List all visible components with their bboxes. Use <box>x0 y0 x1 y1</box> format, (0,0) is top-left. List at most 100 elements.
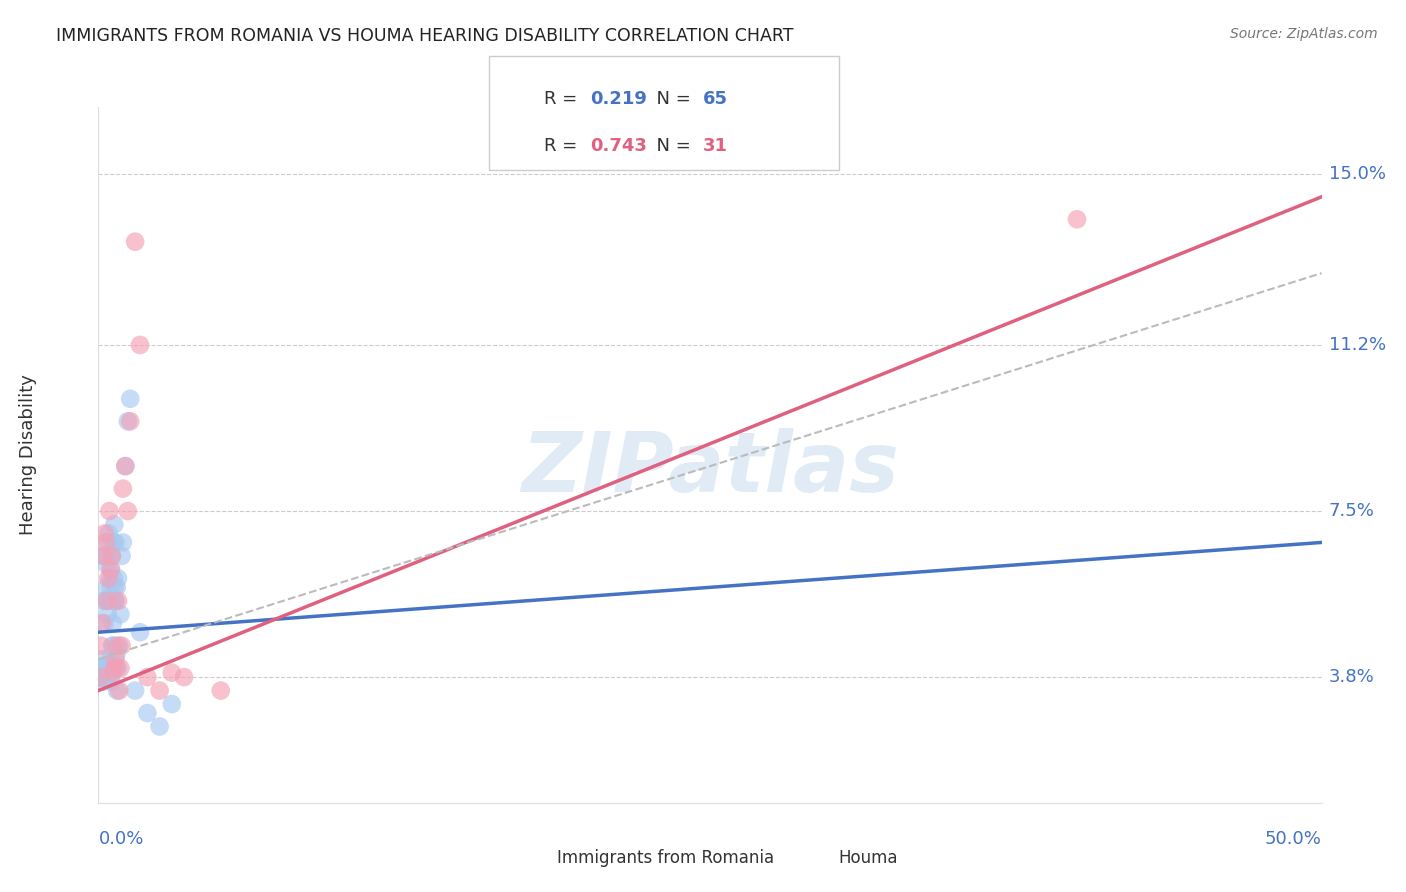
Point <box>90 639 112 653</box>
Point <box>110 607 132 622</box>
Point <box>111 639 134 653</box>
Point <box>97 571 120 585</box>
Point <box>91 670 114 684</box>
Point <box>104 594 127 608</box>
Point <box>1066 212 1088 227</box>
Point <box>124 683 146 698</box>
Text: N =: N = <box>645 90 697 108</box>
Point <box>100 580 122 594</box>
Point <box>101 639 124 653</box>
Point <box>108 639 131 653</box>
Point <box>97 526 120 541</box>
Point <box>209 683 232 698</box>
Point <box>110 661 132 675</box>
Point <box>89 670 111 684</box>
Point <box>90 665 112 680</box>
Point <box>94 594 117 608</box>
Point <box>97 535 120 549</box>
Point <box>90 665 112 680</box>
Text: 31: 31 <box>703 136 728 154</box>
Point <box>103 571 125 585</box>
Point <box>96 665 118 680</box>
Point <box>105 639 128 653</box>
Point <box>101 665 124 680</box>
Point <box>93 526 115 541</box>
Point <box>129 338 152 352</box>
Point <box>105 580 128 594</box>
Point <box>136 670 159 684</box>
Point <box>94 670 117 684</box>
Point <box>93 661 115 675</box>
Point <box>104 652 127 666</box>
Point <box>114 459 136 474</box>
Point <box>101 549 124 563</box>
Point <box>103 661 125 675</box>
Text: 65: 65 <box>703 90 728 108</box>
Point <box>173 670 195 684</box>
Point <box>100 562 122 576</box>
Point <box>93 549 115 563</box>
Point <box>111 549 134 563</box>
Point <box>98 504 121 518</box>
Point <box>160 665 183 680</box>
Point <box>91 616 114 631</box>
Point <box>97 670 120 684</box>
Point <box>91 549 114 563</box>
Point <box>103 535 125 549</box>
Point <box>104 535 127 549</box>
Text: 11.2%: 11.2% <box>1329 336 1386 354</box>
Point <box>117 504 139 518</box>
Text: ZIPatlas: ZIPatlas <box>522 428 898 509</box>
Text: Immigrants from Romania: Immigrants from Romania <box>557 849 773 867</box>
Point <box>100 562 122 576</box>
Point <box>120 392 142 406</box>
Point <box>91 594 114 608</box>
Text: 0.0%: 0.0% <box>98 830 143 847</box>
Point <box>101 594 124 608</box>
Point <box>103 517 125 532</box>
Point <box>101 616 124 631</box>
Point <box>96 594 118 608</box>
Point <box>94 616 117 631</box>
Point <box>98 571 121 585</box>
Point <box>94 549 117 563</box>
Point <box>117 414 139 428</box>
Point <box>90 670 112 684</box>
Point <box>120 414 142 428</box>
Text: R =: R = <box>544 90 583 108</box>
Text: 0.219: 0.219 <box>591 90 647 108</box>
Point <box>91 661 114 675</box>
Point <box>111 535 134 549</box>
Point <box>105 661 128 675</box>
Point <box>91 652 114 666</box>
Point <box>124 235 146 249</box>
Point <box>96 558 118 572</box>
Text: R =: R = <box>544 136 583 154</box>
Point <box>94 535 117 549</box>
Point <box>107 661 129 675</box>
Text: 15.0%: 15.0% <box>1329 165 1386 184</box>
Point <box>89 670 111 684</box>
Point <box>111 482 134 496</box>
Point <box>105 648 128 662</box>
Point <box>96 580 118 594</box>
Point <box>149 719 172 733</box>
Text: 50.0%: 50.0% <box>1265 830 1322 847</box>
Text: Source: ZipAtlas.com: Source: ZipAtlas.com <box>1230 27 1378 41</box>
Point <box>108 683 131 698</box>
Text: 3.8%: 3.8% <box>1329 668 1375 686</box>
Point <box>129 625 152 640</box>
Point <box>100 652 122 666</box>
Text: Houma: Houma <box>838 849 897 867</box>
Point <box>107 594 129 608</box>
Point <box>97 665 120 680</box>
Point <box>96 661 118 675</box>
Point <box>91 674 114 689</box>
Text: 0.743: 0.743 <box>591 136 647 154</box>
Text: N =: N = <box>645 136 697 154</box>
Point <box>149 683 172 698</box>
Text: 7.5%: 7.5% <box>1329 502 1375 520</box>
Point <box>98 594 121 608</box>
Point <box>136 706 159 720</box>
Point <box>101 549 124 563</box>
